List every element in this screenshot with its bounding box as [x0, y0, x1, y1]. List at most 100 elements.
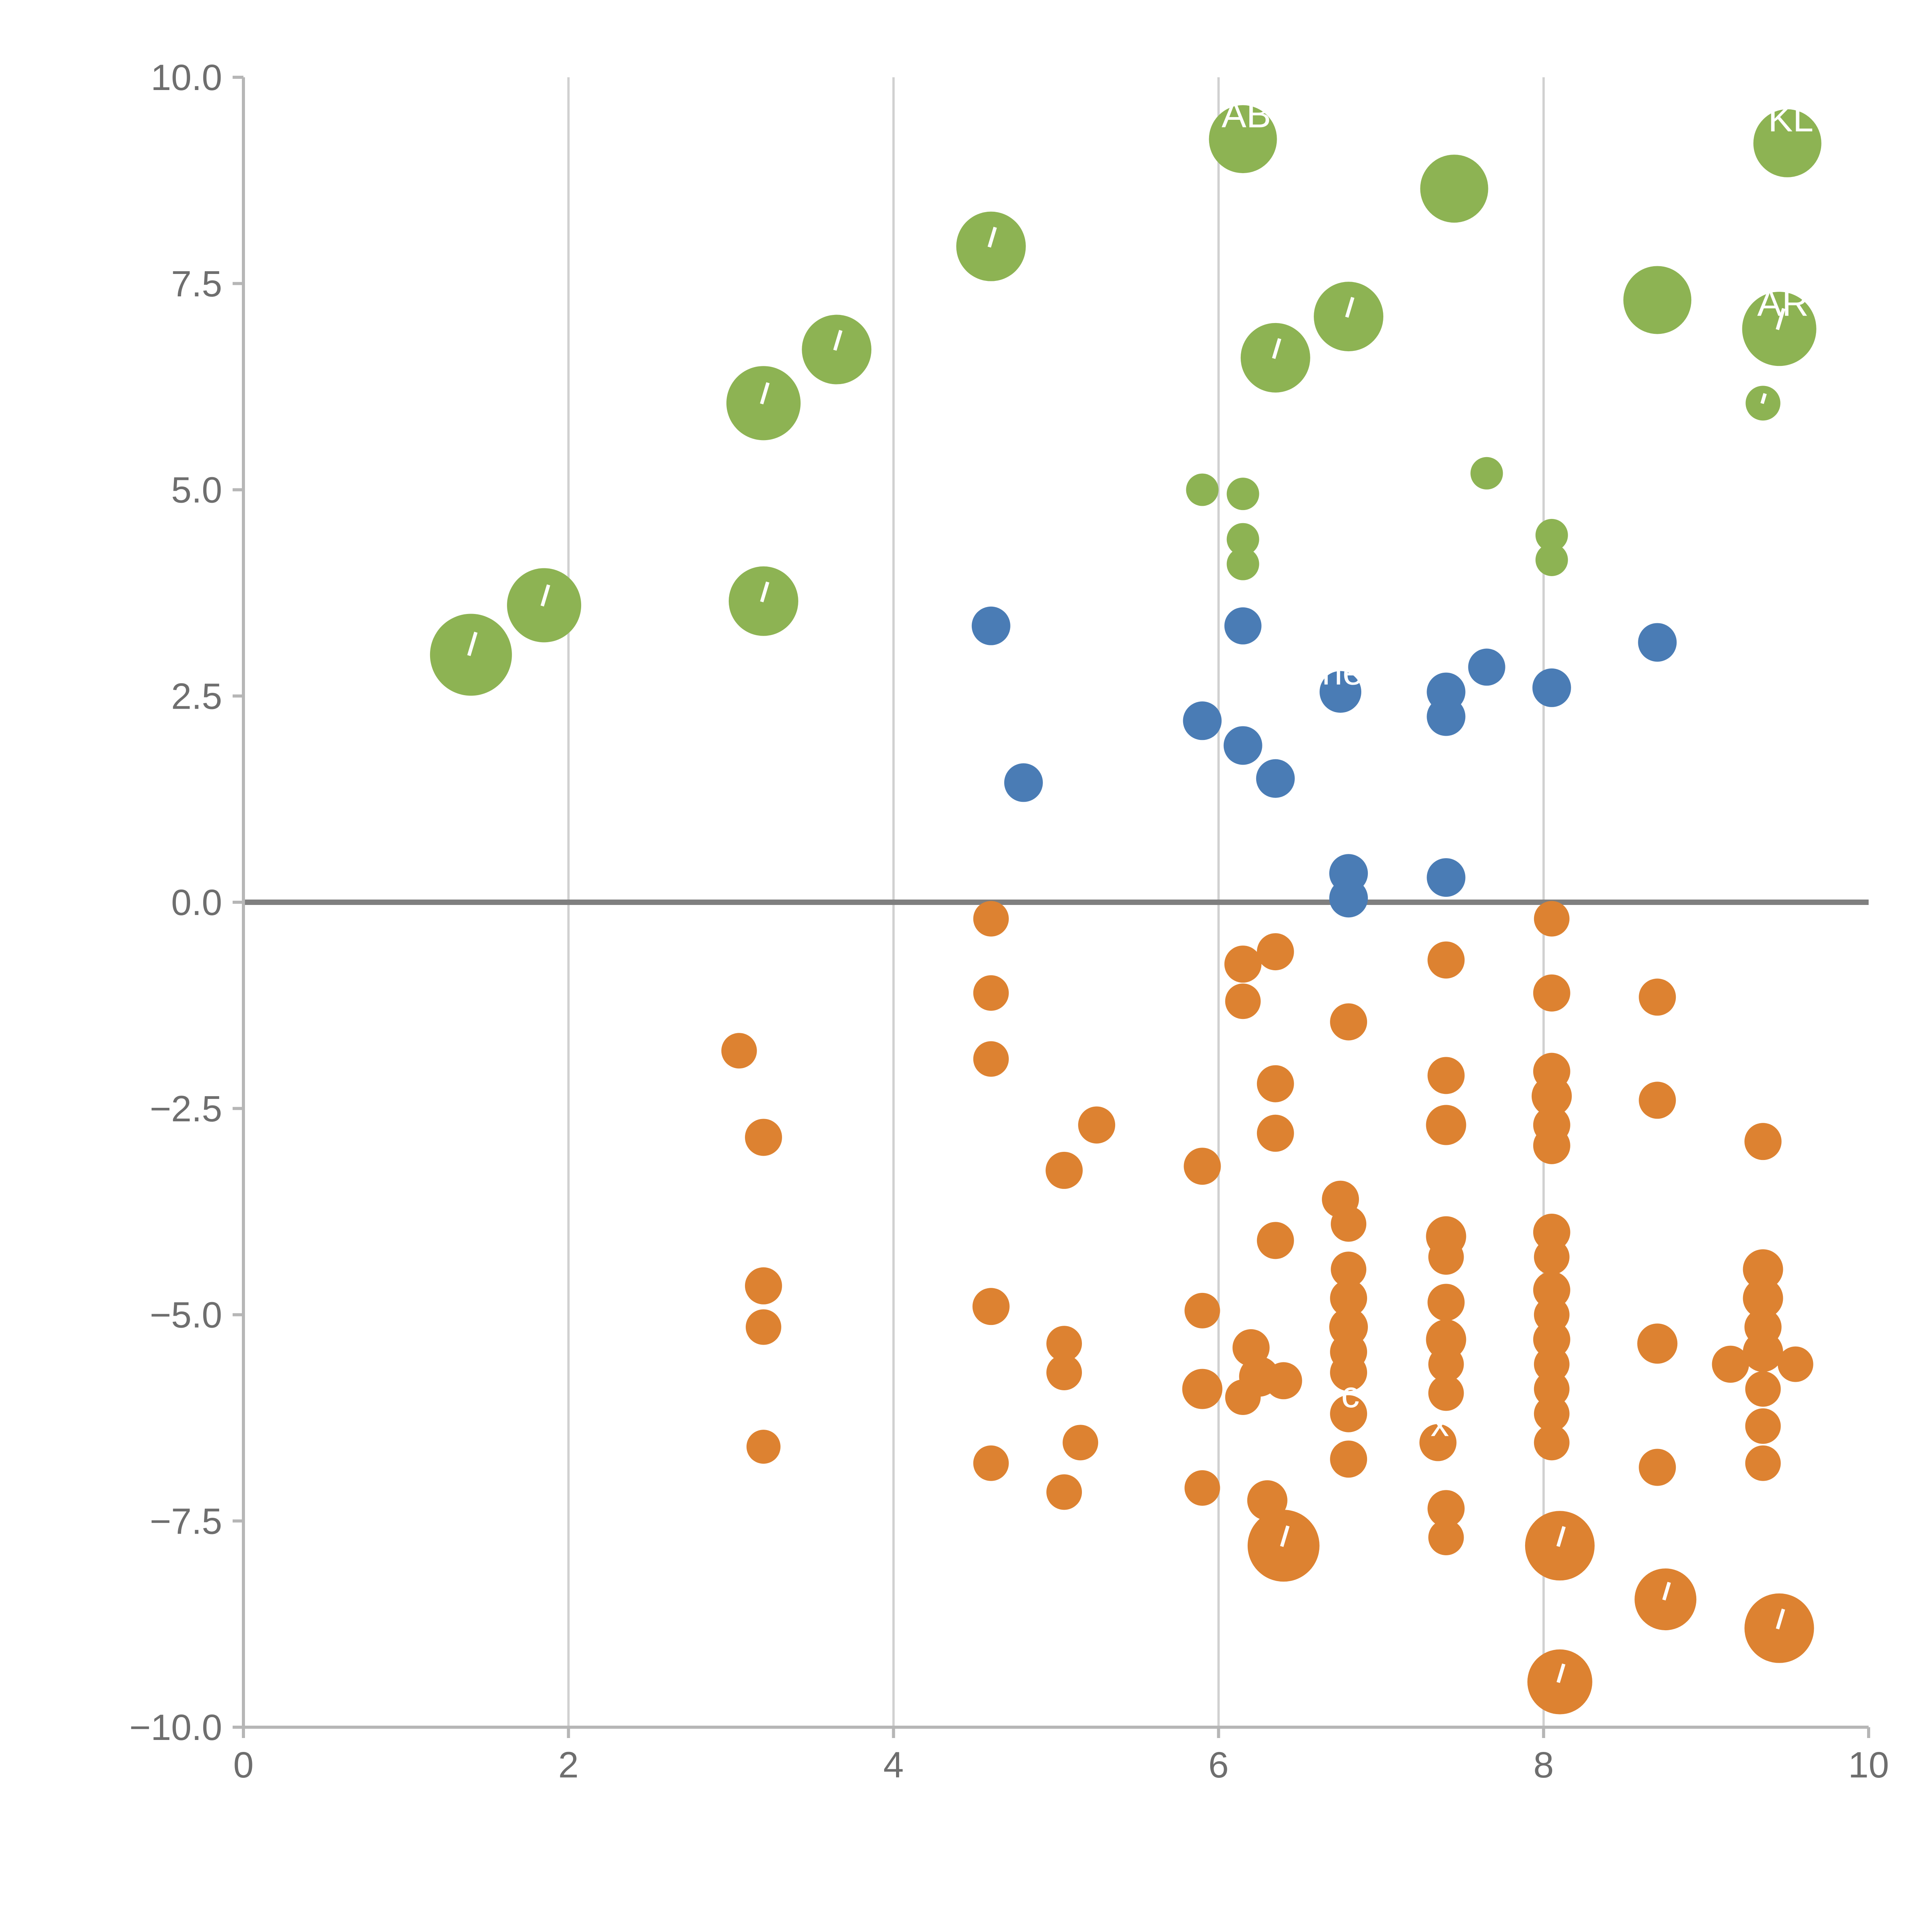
green-data-point	[1209, 105, 1277, 173]
point-label-fragment	[1280, 1525, 1290, 1547]
orange-data-point	[1427, 1284, 1465, 1321]
orange-data-point	[746, 1430, 781, 1464]
y-tick-label: 7.5	[171, 264, 222, 304]
green-data-point	[1753, 109, 1821, 177]
orange-data-point	[1745, 1445, 1781, 1481]
green-data-point	[1186, 473, 1219, 506]
orange-data-point	[1257, 1065, 1294, 1102]
orange-point-label: x	[1430, 1403, 1449, 1444]
orange-point-label: c	[1341, 1374, 1360, 1415]
orange-data-point	[1331, 1206, 1367, 1242]
point-label-fragment	[1662, 1582, 1671, 1600]
orange-data-point	[1639, 1082, 1676, 1119]
y-tick-label: 0.0	[171, 882, 222, 923]
orange-data-point	[1427, 1057, 1465, 1094]
orange-data-point	[1265, 1362, 1302, 1400]
y-tick-label: −5.0	[150, 1295, 222, 1336]
y-tick-label: 5.0	[171, 470, 222, 511]
orange-data-point	[745, 1119, 782, 1156]
y-tick-label: 10.0	[151, 57, 222, 98]
orange-data-point	[1534, 901, 1570, 937]
orange-data-point	[1330, 1440, 1367, 1478]
x-tick-label: 6	[1208, 1745, 1229, 1786]
x-tick-label: 2	[558, 1745, 579, 1786]
blue-data-point	[1427, 858, 1466, 897]
green-point-label: AB	[1221, 94, 1271, 135]
orange-data-point	[1639, 978, 1676, 1016]
orange-data-point	[973, 901, 1009, 937]
orange-data-point	[1637, 1323, 1678, 1364]
orange-data-point	[1330, 1279, 1367, 1317]
orange-data-point	[1428, 1239, 1464, 1275]
blue-data-point	[971, 606, 1010, 645]
green-data-point	[1470, 457, 1503, 490]
x-tick-label: 0	[233, 1745, 254, 1786]
orange-data-point	[1533, 1271, 1570, 1309]
orange-data-point	[1743, 1332, 1783, 1372]
orange-data-point	[1046, 1354, 1082, 1390]
orange-data-point	[1257, 1114, 1294, 1152]
orange-data-point	[1534, 1396, 1570, 1432]
blue-data-point	[1638, 623, 1677, 662]
orange-data-point	[1743, 1249, 1783, 1290]
orange-data-point	[1428, 1346, 1464, 1382]
y-tick-label: −10.0	[129, 1707, 222, 1748]
point-label-fragment	[1776, 308, 1786, 330]
orange-data-point	[1184, 1470, 1220, 1506]
orange-data-point	[1257, 1222, 1294, 1259]
y-tick-label: 2.5	[171, 676, 222, 717]
orange-data-point	[1427, 1490, 1465, 1527]
orange-data-point	[1639, 1449, 1676, 1486]
blue-data-point	[1427, 697, 1466, 736]
point-label-fragment	[987, 226, 997, 248]
point-label-fragment	[1272, 338, 1281, 359]
orange-data-point	[1533, 974, 1570, 1012]
orange-data-point	[1534, 1239, 1570, 1275]
orange-data-point	[1531, 1076, 1572, 1116]
orange-data-point	[1743, 1278, 1783, 1318]
orange-data-point	[745, 1267, 782, 1304]
green-point-label: AR	[1757, 283, 1809, 324]
orange-data-point	[1046, 1151, 1083, 1189]
orange-data-point	[1427, 941, 1465, 979]
green-data-point	[1623, 266, 1692, 334]
orange-data-point	[1534, 1346, 1570, 1382]
orange-data-point	[972, 1288, 1010, 1325]
blue-data-point	[1468, 648, 1505, 686]
orange-data-point	[973, 1041, 1009, 1077]
orange-data-point	[1225, 1379, 1261, 1415]
orange-data-point	[1063, 1425, 1099, 1461]
green-data-point	[1226, 478, 1259, 510]
orange-data-point	[745, 1309, 781, 1345]
orange-data-point	[1182, 1369, 1223, 1409]
orange-data-point	[1078, 1106, 1116, 1144]
orange-data-point	[1426, 1319, 1466, 1360]
point-label-fragment	[833, 330, 843, 351]
green-point-label: KL	[1768, 98, 1813, 139]
orange-data-point	[1745, 1371, 1781, 1407]
y-tick-label: −7.5	[150, 1501, 222, 1542]
x-tick-label: 8	[1533, 1745, 1554, 1786]
orange-data-point	[973, 975, 1009, 1011]
orange-data-point	[1426, 1105, 1466, 1145]
orange-data-point	[973, 1445, 1009, 1481]
green-data-point	[1226, 523, 1259, 556]
orange-data-point	[1533, 1127, 1570, 1164]
green-data-point	[1535, 519, 1568, 551]
orange-data-point	[1428, 1375, 1464, 1411]
orange-data-point	[1419, 1424, 1457, 1461]
orange-data-point	[1533, 1214, 1570, 1251]
orange-data-point	[1533, 1321, 1570, 1358]
orange-data-point	[1745, 1408, 1781, 1444]
orange-data-point	[1534, 1371, 1570, 1407]
orange-data-point	[721, 1033, 757, 1069]
blue-data-point	[1224, 607, 1262, 645]
orange-data-point	[1744, 1123, 1782, 1160]
green-data-point	[1420, 155, 1488, 223]
blue-data-point	[1183, 701, 1222, 740]
green-data-point	[1226, 548, 1259, 580]
blue-point-label: ne	[1322, 651, 1363, 693]
orange-data-point	[1184, 1293, 1220, 1328]
